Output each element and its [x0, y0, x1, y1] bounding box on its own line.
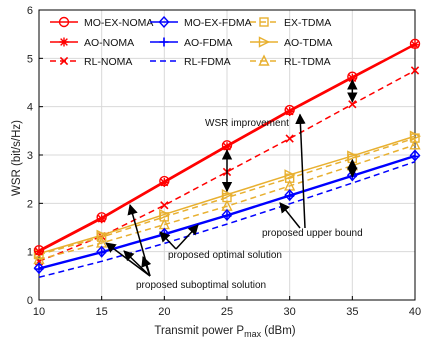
y-tick-label: 6 — [27, 5, 33, 17]
data-point — [97, 214, 107, 224]
data-point — [409, 130, 422, 142]
data-point — [222, 211, 232, 221]
legend-label: AO-NOMA — [84, 37, 134, 49]
legend-item: AO-FDMA — [150, 37, 232, 49]
annotation-arrows — [105, 79, 358, 277]
legend-marker — [258, 54, 270, 66]
legend-item: EX-TDMA — [250, 17, 331, 29]
legend-item: AO-TDMA — [250, 36, 332, 49]
suboptimal-arrow-4 — [141, 256, 152, 277]
data-point — [410, 66, 420, 75]
y-tick-label: 4 — [27, 102, 33, 114]
legend-item: RL-NOMA — [50, 56, 132, 68]
data-point — [159, 208, 171, 221]
legend-label: AO-FDMA — [184, 37, 232, 49]
annotation-optimal-solution: proposed optimal solution — [168, 250, 282, 261]
x-tick-label: 15 — [96, 306, 108, 318]
series-line — [38, 161, 416, 279]
data-point — [34, 247, 44, 257]
data-point — [285, 191, 295, 201]
x-axis-label-unit: (dBm) — [264, 325, 295, 337]
data-point — [409, 138, 421, 150]
legend-marker — [59, 37, 69, 47]
optimal-arrow-1 — [159, 231, 177, 250]
legend-label: EX-TDMA — [284, 17, 331, 29]
upper-bound-arrow-1 — [295, 113, 306, 229]
legend-label: RL-NOMA — [84, 56, 132, 68]
data-point — [285, 134, 294, 143]
legend-marker — [58, 16, 70, 28]
series-line — [38, 144, 416, 261]
x-axis-label: Transmit power Pmax (dBm) — [154, 325, 295, 339]
series-ao-noma — [34, 40, 420, 257]
series-layer — [33, 38, 422, 279]
data-point — [97, 248, 107, 258]
data-point — [285, 107, 295, 116]
suboptimal-arrow-3 — [123, 250, 151, 277]
legend-label: MO-EX-FDMA — [184, 17, 252, 29]
legend-item: RL-FDMA — [150, 56, 231, 68]
legend: MO-EX-NOMA MO-EX-FDMA EX-TDMA AO-NOMA AO-FDM… — [50, 15, 332, 68]
legend-marker — [259, 17, 269, 27]
upper-bound-arrow-2 — [279, 202, 301, 229]
data-point — [160, 201, 169, 210]
y-tick-label: 5 — [27, 53, 33, 65]
data-point — [221, 189, 234, 201]
data-point — [284, 169, 296, 181]
x-axis-label-main: Transmit power P — [154, 325, 244, 337]
series-rl-fdma — [38, 161, 416, 279]
series-line — [38, 135, 416, 255]
axes: 0 1 2 3 4 5 6 10 15 20 25 30 35 40 — [27, 5, 421, 318]
y-tick-label: 1 — [27, 247, 33, 259]
x-tick-label: 35 — [346, 306, 358, 318]
legend-label: RL-TDMA — [284, 56, 331, 68]
x-tick-label: 20 — [158, 306, 170, 318]
legend-item: RL-TDMA — [250, 54, 331, 68]
y-axis-label: WSR (bit/s/Hz) — [11, 120, 23, 196]
x-tick-label: 30 — [284, 306, 296, 318]
x-tick-label: 25 — [221, 306, 233, 318]
data-point — [347, 73, 357, 83]
legend-item: MO-EX-FDMA — [150, 15, 252, 29]
legend-item: AO-NOMA — [50, 37, 134, 49]
legend-marker — [258, 36, 271, 48]
legend-label: MO-EX-NOMA — [84, 17, 153, 29]
annotation-wsr-improvement: WSR improvement — [205, 118, 289, 129]
data-point — [34, 264, 44, 274]
legend-marker — [59, 56, 69, 66]
data-point — [159, 178, 169, 188]
legend-label: AO-TDMA — [284, 37, 332, 49]
legend-marker — [159, 37, 169, 47]
data-point — [222, 142, 232, 152]
y-tick-label: 0 — [27, 295, 33, 307]
y-tick-label: 2 — [27, 198, 33, 210]
data-point — [347, 150, 359, 162]
legend-item: MO-EX-NOMA — [50, 16, 153, 29]
data-point — [96, 229, 108, 241]
data-point — [410, 151, 420, 161]
x-tick-label: 40 — [409, 306, 421, 318]
data-point — [410, 40, 420, 50]
y-tick-label: 3 — [27, 150, 33, 162]
optimal-arrow-2 — [175, 224, 199, 250]
x-tick-label: 10 — [33, 306, 45, 318]
x-axis-label-sub: max — [244, 329, 262, 339]
legend-marker — [158, 15, 170, 29]
legend-label: RL-FDMA — [184, 56, 231, 68]
annotation-upper-bound: proposed upper bound — [262, 228, 363, 239]
annotation-suboptimal-solution: proposed suboptimal solution — [136, 280, 266, 291]
